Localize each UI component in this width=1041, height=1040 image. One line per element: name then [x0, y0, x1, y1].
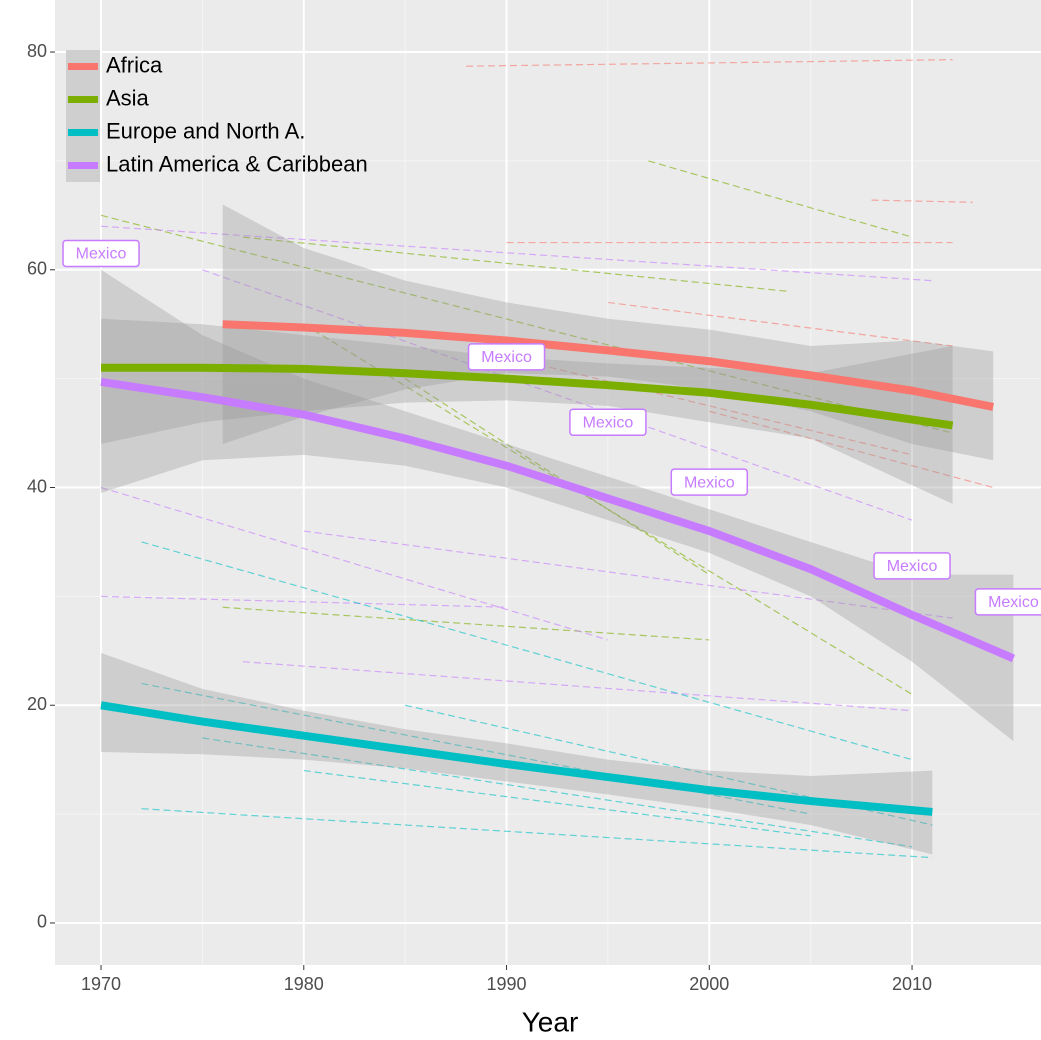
- trend-line: [101, 363, 954, 430]
- legend-background: [66, 50, 100, 182]
- annotation-label: Mexico: [583, 414, 634, 431]
- annotation-box: [569, 408, 647, 436]
- country-line: [303, 530, 953, 619]
- country-line: [404, 378, 710, 576]
- annotation-label: Mexico: [887, 558, 938, 575]
- country-line: [242, 236, 791, 293]
- x-tick-label: 2000: [689, 974, 729, 994]
- y-tick-label: 80: [27, 41, 47, 61]
- country-line: [607, 301, 953, 347]
- x-tick-label: 1990: [487, 974, 527, 994]
- grid: [55, 0, 1041, 965]
- country-line: [222, 606, 710, 641]
- country-line: [202, 737, 913, 848]
- country-line: [506, 356, 913, 456]
- country-line: [100, 486, 609, 641]
- country-line: [465, 59, 953, 67]
- annotation-box: [974, 588, 1041, 616]
- legend-label: Africa: [106, 52, 163, 77]
- y-tick-label: 40: [27, 476, 47, 496]
- y-tick-label: 0: [37, 912, 47, 932]
- annotation-label: Mexico: [684, 474, 735, 491]
- x-tick-label: 1970: [81, 974, 121, 994]
- plot-area: Mexico Mexico Mexico Mexico Mexico Mexico: [62, 59, 1041, 859]
- country-line: [141, 541, 913, 761]
- annotation-box: [670, 468, 749, 496]
- y-tick-label: 20: [27, 694, 47, 714]
- country-line: [141, 682, 811, 815]
- trend-line: [100, 701, 933, 816]
- annotation-box: [873, 552, 951, 580]
- x-tick-label: 2010: [892, 974, 932, 994]
- confidence-band: [101, 318, 953, 504]
- country-line: [141, 808, 933, 859]
- country-line: [871, 199, 973, 203]
- country-line: [303, 769, 811, 837]
- annotation-box: [467, 343, 546, 371]
- country-line: [405, 704, 933, 826]
- country-line: [101, 595, 507, 608]
- confidence-band: [101, 269, 1014, 742]
- y-tick-label: 60: [27, 259, 47, 279]
- annotation-label: Mexico: [988, 594, 1039, 611]
- confidence-band: [101, 652, 933, 855]
- trend-line: [222, 320, 994, 411]
- country-line: [100, 214, 953, 434]
- trend-line: [100, 377, 1016, 663]
- annotation-label: Mexico: [481, 349, 532, 366]
- x-tick-label: 1980: [284, 974, 324, 994]
- country-line: [648, 160, 913, 238]
- country-line: [242, 661, 913, 712]
- legend-label: Asia: [106, 85, 150, 110]
- annotation-box: [62, 239, 140, 268]
- country-line: [202, 269, 913, 521]
- legend: Africa Asia Europe and North A. Latin Ameri…: [66, 50, 368, 182]
- confidence-band: [222, 204, 994, 461]
- country-line: [303, 323, 913, 695]
- annotation-label: Mexico: [76, 246, 127, 263]
- country-line: [100, 225, 933, 282]
- legend-label: Europe and North A.: [106, 118, 305, 143]
- country-line: [709, 410, 994, 489]
- legend-label: Latin America & Caribbean: [106, 151, 368, 176]
- axes: 1970 1980 1990 2000 2010 0 20 40 60 80: [27, 41, 932, 994]
- x-axis-title: Year: [522, 1006, 579, 1037]
